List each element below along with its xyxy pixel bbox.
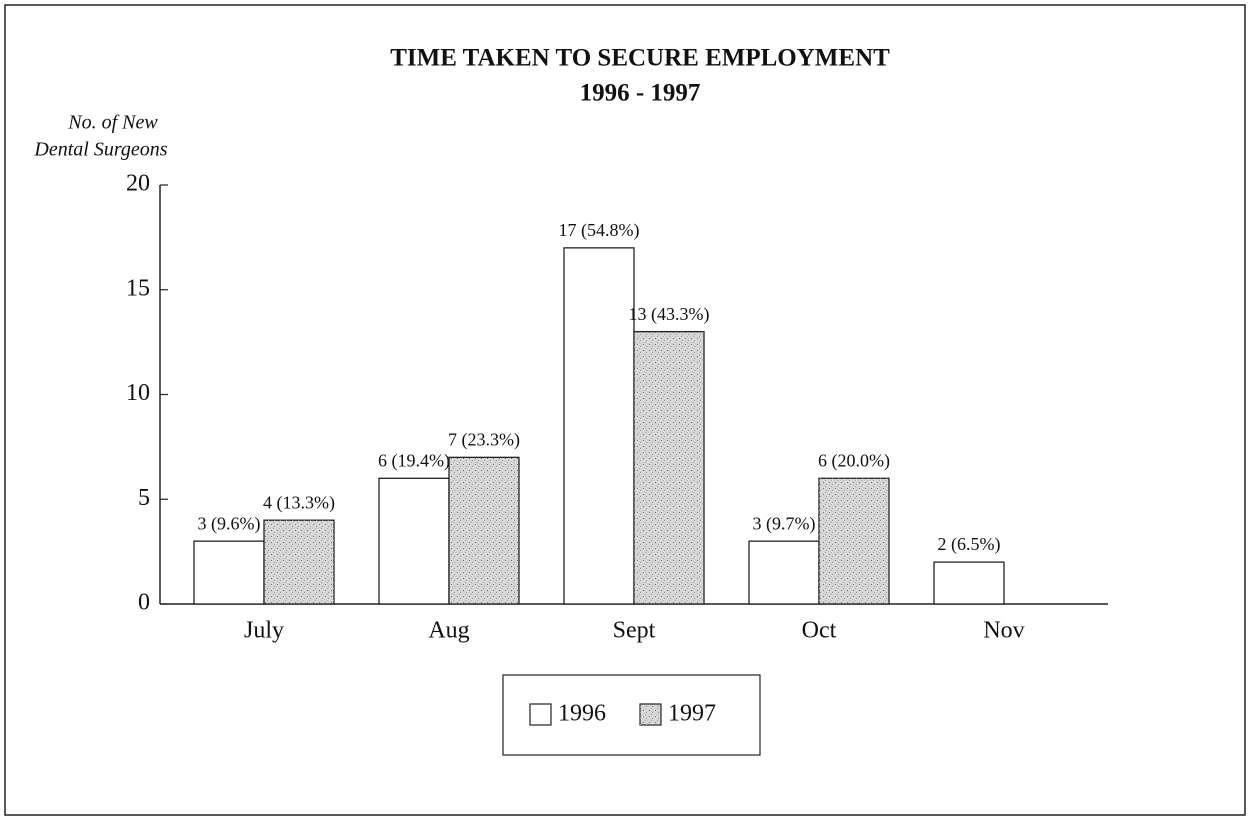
value-label: 2 (6.5%) xyxy=(938,534,1001,555)
legend-label: 1996 xyxy=(558,701,606,727)
bar xyxy=(933,561,1005,605)
y-tick-label: 20 xyxy=(126,171,150,197)
value-label: 13 (43.3%) xyxy=(629,304,710,325)
value-label: 6 (19.4%) xyxy=(378,450,450,471)
legend-label: 1997 xyxy=(668,701,716,727)
value-label: 3 (9.6%) xyxy=(198,513,261,534)
bar-texture xyxy=(634,331,704,604)
value-label: 6 (20.0%) xyxy=(818,450,890,471)
y-tick-label: 10 xyxy=(126,380,150,406)
bar xyxy=(378,477,450,605)
legend-swatch-texture xyxy=(640,704,661,725)
y-axis-label: Dental Surgeons xyxy=(33,139,167,161)
x-tick-label: Nov xyxy=(983,618,1024,644)
bar-texture xyxy=(819,478,889,604)
value-label: 7 (23.3%) xyxy=(448,429,520,450)
y-tick-label: 0 xyxy=(138,590,150,616)
value-label: 3 (9.7%) xyxy=(753,513,816,534)
legend-swatch xyxy=(529,703,552,726)
y-tick-label: 5 xyxy=(138,485,150,511)
chart-subtitle: 1996 - 1997 xyxy=(580,80,701,107)
x-tick-label: Sept xyxy=(613,618,656,644)
bar-texture xyxy=(264,520,334,604)
y-axis-label: No. of New xyxy=(67,112,158,134)
value-label: 17 (54.8%) xyxy=(559,220,640,241)
value-label: 4 (13.3%) xyxy=(263,492,335,513)
bar xyxy=(193,540,265,605)
bar xyxy=(748,540,820,605)
x-tick-label: July xyxy=(244,618,284,644)
x-tick-label: Oct xyxy=(802,618,837,644)
bar-texture xyxy=(449,457,519,604)
y-tick-label: 15 xyxy=(126,275,150,301)
x-tick-label: Aug xyxy=(428,618,469,644)
bar xyxy=(563,247,635,605)
chart-title: TIME TAKEN TO SECURE EMPLOYMENT xyxy=(390,45,890,72)
